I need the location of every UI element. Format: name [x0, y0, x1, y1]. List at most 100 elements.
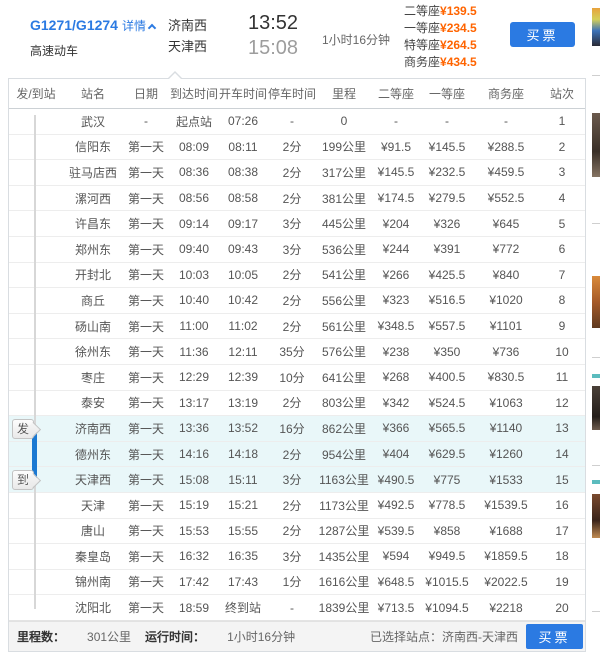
column-header: 停车时间 [267, 87, 316, 101]
stop-row[interactable]: 沈阳北 第一天 18:59 终到站 - 1839公里 ¥713.5 ¥1094.5 ¥2218 2… [9, 595, 585, 621]
stop-cell: 第一天 [127, 447, 164, 462]
stop-cell: ¥459.5 [487, 165, 525, 180]
trip-duration: 1小时16分钟 [322, 33, 391, 47]
stop-row[interactable]: 徐州东 第一天 11:36 12:11 35分 576公里 ¥238 ¥350 ¥736 10 [9, 339, 585, 365]
stop-cell: 第一天 [127, 549, 164, 564]
stop-row[interactable]: 武汉 - 起点站 07:26 - 0 - - - 1 [9, 109, 585, 135]
stop-cell: 445公里 [321, 217, 367, 232]
stop-cell: ¥949.5 [428, 549, 466, 564]
stop-row[interactable]: 商丘 第一天 10:40 10:42 2分 556公里 ¥323 ¥516.5 ¥1020 8 [9, 288, 585, 314]
stop-cell: 2 [558, 139, 566, 154]
stop-row[interactable]: 天津 第一天 15:19 15:21 2分 1173公里 ¥492.5 ¥778.5 ¥1539… [9, 493, 585, 519]
stop-row[interactable]: 德州东 第一天 14:16 14:18 2分 954公里 ¥404 ¥629.5 ¥1260 14 [9, 441, 585, 468]
stop-cell: ¥772 [492, 242, 520, 257]
stop-row[interactable]: 开封北 第一天 10:03 10:05 2分 541公里 ¥266 ¥425.5 ¥840 7 [9, 263, 585, 289]
stop-cell: 556公里 [321, 293, 367, 308]
stop-cell: 13:36 [178, 421, 210, 436]
seat-class-label: 特等座 [404, 38, 441, 52]
sidebar-fragment [592, 374, 600, 378]
stop-row[interactable]: 秦皇岛 第一天 16:32 16:35 3分 1435公里 ¥594 ¥949.5 ¥1859.… [9, 544, 585, 570]
stop-cell: 8 [558, 293, 566, 308]
stop-cell: ¥268 [382, 370, 410, 385]
column-header: 到达时间 [169, 87, 218, 101]
stop-cell: 576公里 [321, 345, 367, 360]
stop-cell: 09:40 [178, 242, 210, 257]
price-row: 特等座¥264.5 [404, 37, 477, 54]
stop-cell: ¥323 [382, 293, 410, 308]
stop-cell: 砀山南 [74, 319, 111, 334]
stop-cell: 2分 [282, 191, 302, 206]
stop-cell: 08:38 [227, 165, 259, 180]
stop-cell: 11 [555, 370, 569, 385]
stop-cell: 14:16 [178, 447, 210, 462]
stop-cell: ¥400.5 [428, 370, 466, 385]
stop-cell: ¥645 [492, 216, 520, 231]
stop-cell: ¥1539.5 [484, 498, 528, 513]
stop-cell: 09:43 [227, 242, 259, 257]
stop-cell: 第一天 [127, 191, 164, 206]
buy-ticket-button-bottom[interactable]: 买票 [526, 624, 583, 649]
stop-cell: 第一天 [127, 165, 164, 180]
stop-cell: ¥830.5 [487, 370, 525, 385]
stop-row[interactable]: 天津西 第一天 15:08 15:11 3分 1163公里 ¥490.5 ¥775 ¥1533 1… [9, 467, 585, 493]
stop-cell: 15:11 [228, 472, 258, 487]
details-toggle-link[interactable]: 详情 [122, 19, 157, 33]
stop-cell: 徐州东 [74, 345, 111, 360]
stop-cell: ¥858 [433, 523, 461, 538]
stop-cell: 第一天 [127, 575, 164, 590]
stop-cell: 第一天 [127, 268, 164, 283]
stop-row[interactable]: 济南西 第一天 13:36 13:52 16分 862公里 ¥366 ¥565.5 ¥1140 1… [9, 416, 585, 442]
stop-row[interactable]: 漯河西 第一天 08:56 08:58 2分 381公里 ¥174.5 ¥279.5 ¥552.… [9, 186, 585, 212]
stop-row[interactable]: 锦州南 第一天 17:42 17:43 1分 1616公里 ¥648.5 ¥1015.5 ¥20… [9, 570, 585, 596]
stop-cell: ¥539.5 [377, 523, 415, 538]
stop-cell: 12:11 [228, 344, 258, 359]
price-row: 商务座¥434.5 [404, 54, 477, 71]
from-station: 济南西 [168, 18, 208, 33]
stop-cell: 沈阳北 [74, 601, 111, 616]
stop-cell: 10分 [279, 370, 305, 385]
stop-cell: 信阳东 [74, 140, 111, 155]
stop-cell: 17:43 [227, 574, 259, 589]
stop-cell: 1分 [282, 575, 302, 590]
stop-row[interactable]: 枣庄 第一天 12:29 12:39 10分 641公里 ¥268 ¥400.5 ¥830.5 1… [9, 365, 585, 391]
seat-class-label: 一等座 [404, 21, 441, 35]
stop-row[interactable]: 唐山 第一天 15:53 15:55 2分 1287公里 ¥539.5 ¥858 ¥1688 17 [9, 519, 585, 545]
stop-cell: 2分 [282, 140, 302, 155]
stop-cell: 08:09 [178, 139, 210, 154]
stop-cell: ¥2218 [489, 600, 523, 615]
stop-cell: ¥840 [492, 267, 520, 282]
stop-cell: 第一天 [127, 293, 164, 308]
price-list: 二等座¥139.5 一等座¥234.5 特等座¥264.5 商务座¥434.5 [404, 3, 477, 71]
stop-cell: ¥288.5 [487, 139, 525, 154]
stop-cell: 1 [558, 114, 566, 129]
stop-row[interactable]: 砀山南 第一天 11:00 11:02 2分 561公里 ¥348.5 ¥557.5 ¥1101… [9, 314, 585, 340]
stop-cell: 1163公里 [319, 473, 369, 488]
stop-cell: 2分 [282, 396, 302, 411]
stop-cell: 3分 [282, 217, 302, 232]
stop-cell: 08:36 [178, 165, 210, 180]
stop-cell: 10:05 [227, 267, 259, 282]
column-header: 发/到站 [16, 87, 56, 101]
stop-cell: ¥1020 [489, 293, 523, 308]
stop-row[interactable]: 信阳东 第一天 08:09 08:11 2分 199公里 ¥91.5 ¥145.5 ¥288.5… [9, 135, 585, 161]
stop-cell: 第一天 [127, 217, 164, 232]
stop-row[interactable]: 泰安 第一天 13:17 13:19 2分 803公里 ¥342 ¥524.5 ¥1063 12 [9, 391, 585, 417]
stop-cell: ¥342 [382, 395, 410, 410]
stop-cell: ¥244 [382, 242, 410, 257]
stop-cell: 10:03 [178, 267, 210, 282]
stop-cell: 第一天 [127, 370, 164, 385]
stop-cell: 15:21 [227, 498, 259, 513]
stop-cell: 15:08 [178, 472, 210, 487]
stop-cell: 199公里 [321, 140, 367, 155]
sidebar-fragment [592, 494, 600, 538]
stop-cell: 2分 [282, 524, 302, 539]
stop-cell: 第一天 [127, 319, 164, 334]
stop-row[interactable]: 郑州东 第一天 09:40 09:43 3分 536公里 ¥244 ¥391 ¥772 6 [9, 237, 585, 263]
stop-cell: 12 [555, 395, 569, 410]
stop-cell: 11:36 [179, 344, 209, 359]
stop-row[interactable]: 驻马店西 第一天 08:36 08:38 2分 317公里 ¥145.5 ¥232.5 ¥459… [9, 160, 585, 186]
stop-row[interactable]: 许昌东 第一天 09:14 09:17 3分 445公里 ¥204 ¥326 ¥645 5 [9, 211, 585, 237]
buy-ticket-button-top[interactable]: 买票 [510, 22, 575, 47]
callout-arrow-icon [167, 71, 183, 79]
to-station: 天津西 [168, 39, 208, 54]
